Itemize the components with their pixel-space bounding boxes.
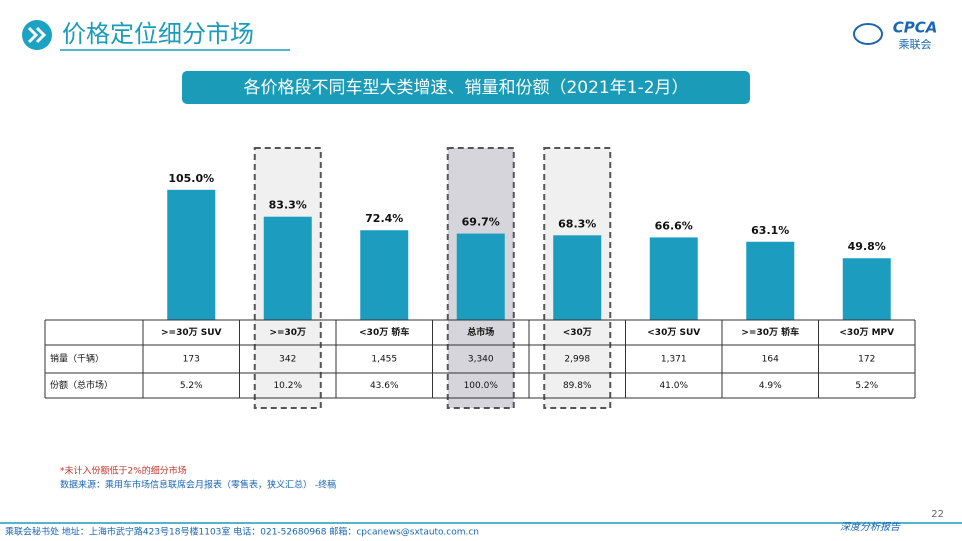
column-header: >=30万 bbox=[269, 327, 306, 338]
table-cell: 5.2% bbox=[855, 381, 878, 391]
bar bbox=[263, 216, 312, 320]
bar bbox=[746, 241, 795, 320]
bar bbox=[553, 235, 602, 320]
row-label: 销量（千辆） bbox=[50, 353, 104, 365]
table-cell: 172 bbox=[858, 355, 875, 365]
table-cell: 43.6% bbox=[370, 381, 399, 391]
column-header: <30万 bbox=[563, 327, 592, 338]
column-header: 总市场 bbox=[467, 326, 494, 338]
table-cell: 89.8% bbox=[563, 381, 592, 391]
table-cell: 41.0% bbox=[659, 381, 688, 391]
chart-banner bbox=[182, 71, 750, 104]
row-label: 份额（总市场） bbox=[50, 379, 113, 391]
bar bbox=[649, 237, 698, 320]
note: *未计入份额低于2%的细分市场 bbox=[60, 465, 187, 477]
value-label: 69.7% bbox=[462, 216, 500, 229]
plot: 105.0% 83.3% 72.4% 69.7% 68.3% 66.6% 63.1% 49.8… bbox=[44, 172, 916, 399]
value-label: 68.3% bbox=[558, 217, 596, 230]
page-title: 价格定位细分市场 bbox=[62, 20, 254, 48]
table-cell: 100.0% bbox=[464, 381, 499, 391]
value-label: 105.0% bbox=[168, 172, 214, 185]
page-number: 22 bbox=[931, 509, 944, 520]
table-cell: 1,455 bbox=[371, 355, 397, 365]
chart-title: 各价格段不同车型大类增速、销量和份额（2021年1-2月） bbox=[243, 78, 688, 98]
table-cell: 342 bbox=[279, 355, 296, 365]
value-label: 49.8% bbox=[848, 240, 886, 253]
table-cell: 5.2% bbox=[180, 381, 203, 391]
column-header: >=30万 轿车 bbox=[741, 326, 799, 338]
column-header: <30万 轿车 bbox=[359, 326, 409, 338]
value-label: 83.3% bbox=[269, 199, 307, 212]
logo-text: CPCA bbox=[893, 19, 938, 37]
column-header: >=30万 SUV bbox=[161, 327, 222, 338]
value-label: 63.1% bbox=[751, 224, 789, 237]
column-header: <30万 MPV bbox=[839, 327, 894, 338]
bar bbox=[842, 258, 891, 320]
table-cell: 2,998 bbox=[564, 355, 590, 365]
table-cell: 173 bbox=[183, 355, 200, 365]
value-label: 72.4% bbox=[365, 212, 403, 225]
title-icon bbox=[22, 20, 52, 50]
bar bbox=[360, 230, 409, 320]
table-cell: 164 bbox=[762, 355, 779, 365]
table-cell: 1,371 bbox=[661, 355, 687, 365]
table-cell: 4.9% bbox=[759, 381, 782, 391]
note: 数据来源：乘用车市场信息联席会月报表（零售表，狭义汇总） -终稿 bbox=[60, 479, 336, 491]
logo-sub: 乘联会 bbox=[899, 38, 932, 51]
table-cell: 10.2% bbox=[273, 381, 302, 391]
column-header: <30万 SUV bbox=[647, 327, 700, 338]
bar bbox=[167, 189, 216, 320]
table-cell: 3,340 bbox=[468, 355, 494, 365]
logo: CPCA 乘联会 bbox=[853, 19, 938, 51]
value-label: 66.6% bbox=[655, 219, 693, 232]
bar bbox=[456, 233, 505, 320]
footer-tag: 深度分析报告 bbox=[840, 521, 901, 533]
footer-contact: 乘联会秘书处 地址：上海市武宁路423号18号楼1103室 电话：021-526… bbox=[5, 526, 479, 538]
